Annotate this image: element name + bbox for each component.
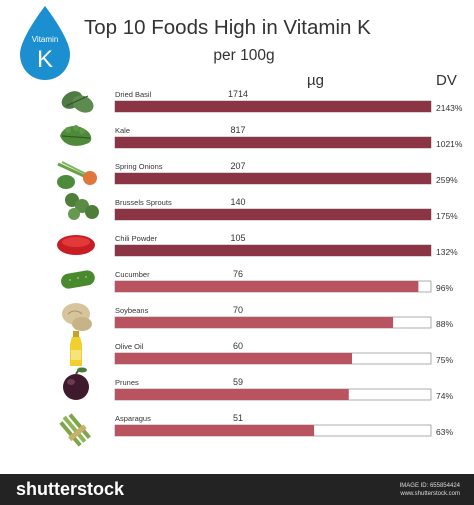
- dv-percent-label: 63%: [436, 427, 453, 437]
- soybeans-icon: [62, 303, 92, 331]
- category-label: Asparagus: [115, 414, 151, 423]
- dv-percent-label: 75%: [436, 355, 453, 365]
- dv-percent-label: 132%: [436, 247, 458, 257]
- bar: [115, 209, 431, 220]
- category-label: Olive Oil: [115, 342, 144, 351]
- dv-percent-label: 175%: [436, 211, 458, 221]
- value-label: 51: [233, 413, 243, 423]
- value-label: 140: [230, 197, 245, 207]
- olive-oil-icon: [70, 331, 82, 366]
- category-label: Prunes: [115, 378, 139, 387]
- value-label: 207: [230, 161, 245, 171]
- value-label: 70: [233, 305, 243, 315]
- dv-percent-label: 88%: [436, 319, 453, 329]
- category-label: Cucumber: [115, 270, 150, 279]
- dv-column-header: DV: [436, 72, 457, 89]
- dv-percent-label: 2143%: [436, 103, 463, 113]
- dv-percent-label: 74%: [436, 391, 453, 401]
- value-label: 59: [233, 377, 243, 387]
- badge-vitamin-text: Vitamin: [32, 35, 59, 44]
- spring-onion-icon: [57, 161, 97, 189]
- bar: [115, 101, 431, 112]
- category-label: Spring Onions: [115, 162, 163, 171]
- brussels-sprouts-icon: [65, 193, 99, 220]
- value-label: 1714: [228, 89, 248, 99]
- bar: [115, 353, 352, 364]
- footer-brand: shutterstock: [16, 479, 125, 499]
- cucumber-icon: [61, 270, 95, 289]
- bar: [115, 425, 315, 436]
- site-text: www.shutterstock.com: [400, 491, 460, 497]
- chili-powder-icon: [57, 235, 95, 255]
- footer-image-id: IMAGE ID: 655854424 www.shutterstock.com: [400, 482, 460, 498]
- dv-percent-label: 259%: [436, 175, 458, 185]
- value-label: 60: [233, 341, 243, 351]
- value-label: 76: [233, 269, 243, 279]
- bar: [115, 317, 394, 328]
- asparagus-icon: [59, 413, 91, 447]
- value-label: 817: [230, 125, 245, 135]
- category-label: Kale: [115, 126, 130, 135]
- vitamin-k-badge: Vitamin K: [20, 6, 70, 80]
- water-drop-icon: [20, 6, 70, 80]
- basil-icon: [61, 91, 94, 113]
- category-label: Soybeans: [115, 306, 149, 315]
- chart-subtitle: per 100g: [213, 47, 275, 64]
- bar: [115, 389, 349, 400]
- bar: [115, 281, 419, 292]
- chart-title: Top 10 Foods High in Vitamin K: [84, 16, 371, 39]
- category-label: Dried Basil: [115, 90, 152, 99]
- dv-percent-label: 1021%: [436, 139, 463, 149]
- category-label: Brussels Sprouts: [115, 198, 172, 207]
- prune-icon: [63, 367, 89, 400]
- kale-icon: [60, 125, 92, 146]
- bar: [115, 245, 431, 256]
- vitamin-k-bar-chart: Dried Basil 1714 2143% Kale 817 1021% Spring O…: [114, 89, 463, 437]
- badge-k-letter: K: [37, 46, 53, 73]
- dv-percent-label: 96%: [436, 283, 453, 293]
- unit-label: µg: [307, 72, 324, 89]
- category-label: Chili Powder: [115, 234, 158, 243]
- footer-bar: shutterstock IMAGE ID: 655854424 www.shu…: [0, 474, 474, 505]
- image-id-text: IMAGE ID: 655854424: [399, 483, 460, 489]
- bar: [115, 137, 431, 148]
- bar: [115, 173, 431, 184]
- value-label: 105: [230, 233, 245, 243]
